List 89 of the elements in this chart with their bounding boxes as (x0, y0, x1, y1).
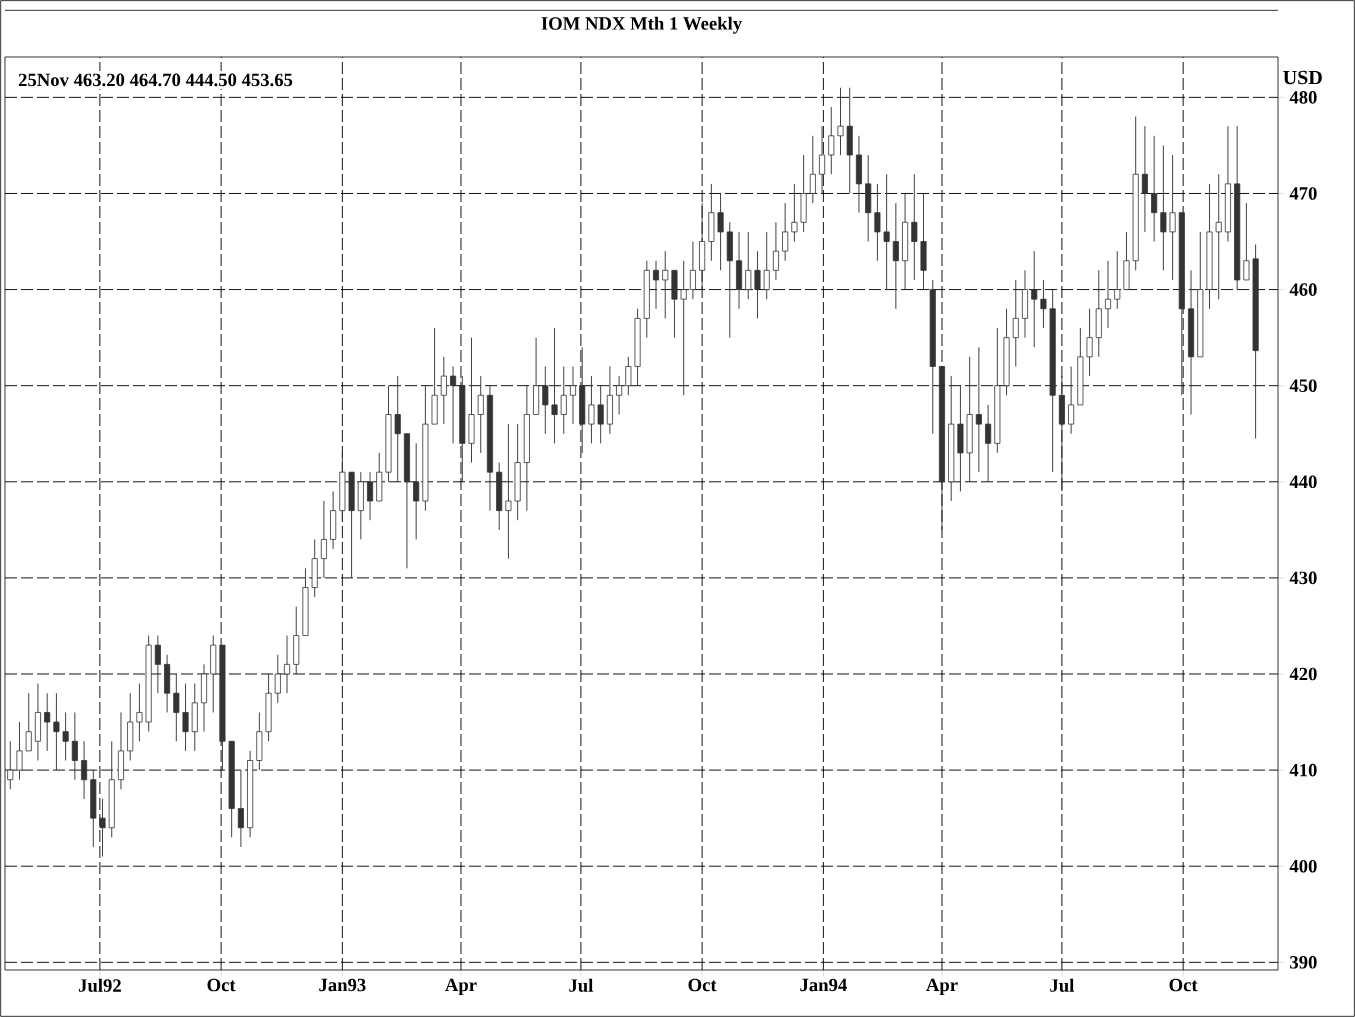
x-tick-label: Oct (1169, 978, 1198, 992)
x-tick-label: Jul (1050, 978, 1075, 992)
candlestick (662, 250, 669, 319)
y-tick-label: 390 (1290, 956, 1317, 969)
candlestick (560, 365, 567, 435)
candlestick (754, 250, 761, 319)
candlestick (173, 673, 180, 742)
y-tick-label: 480 (1289, 91, 1317, 104)
candlestick (1068, 365, 1075, 435)
candlestick (1141, 125, 1148, 233)
y-tick-label: 410 (1289, 763, 1317, 777)
candlestick (367, 471, 374, 521)
candlestick (985, 404, 992, 483)
candlestick (71, 711, 78, 781)
x-tick-label: Apr (445, 978, 477, 996)
candlestick (1215, 173, 1222, 300)
candlestick (551, 327, 558, 444)
y-tick-label: 470 (1289, 187, 1317, 200)
candlestick (413, 442, 420, 540)
y-tick-label: 450 (1289, 379, 1317, 392)
x-tick-label: Jul92 (78, 978, 121, 992)
candlestick (763, 231, 770, 300)
y-tick-label: 400 (1289, 859, 1317, 873)
candlestick (745, 231, 752, 300)
candlestick (25, 692, 32, 752)
y-axis-title: USD (1283, 70, 1322, 85)
candlestick (837, 87, 844, 156)
candlestick (1160, 144, 1167, 271)
candlestick (819, 125, 826, 194)
candlestick (81, 740, 88, 800)
candlestick (828, 106, 835, 175)
candlestick (182, 683, 189, 752)
candlestick (53, 692, 60, 771)
candlestick (569, 365, 577, 425)
x-tick-label: Jan93 (319, 978, 366, 992)
candlestick (44, 692, 51, 752)
x-tick-label: Jul (569, 978, 594, 992)
candlestick (394, 375, 401, 483)
candlestick (616, 375, 623, 415)
candlestick (237, 769, 244, 848)
candlestick (283, 635, 291, 694)
candlestick (911, 173, 918, 281)
chart-title: IOM NDX Mth 1 Weekly (541, 16, 742, 34)
candlestick (874, 183, 881, 262)
candlestick (274, 654, 281, 704)
candlestick (1086, 308, 1093, 377)
candlestick (782, 202, 789, 262)
candlestick (883, 173, 890, 291)
y-tick-label: 420 (1289, 667, 1317, 681)
candlestick (1243, 202, 1250, 281)
candlestick (689, 241, 696, 300)
candlestick (680, 260, 687, 396)
candlestick (652, 260, 660, 310)
candlestick (505, 423, 512, 560)
candlestick (1114, 250, 1121, 310)
annotation: 25Nov 463.20 464.70 444.50 453.65 (18, 73, 293, 87)
candlestick (588, 375, 595, 444)
candlestick (477, 375, 484, 454)
y-tick-label: 430 (1289, 571, 1317, 585)
candlestick (1012, 279, 1019, 367)
candlestick (791, 183, 798, 242)
candlestick (597, 385, 604, 444)
candlestick (154, 635, 161, 694)
candlestick (62, 711, 69, 761)
candlestick (717, 193, 724, 271)
candlestick (7, 740, 14, 790)
candlestick (1169, 154, 1176, 281)
candlestick (1040, 279, 1047, 329)
x-tick-label: Apr (926, 978, 958, 996)
x-tick-label: Jan94 (800, 978, 847, 992)
y-tick-label: 440 (1289, 475, 1317, 489)
candlestick (320, 500, 327, 579)
candlestick (1104, 260, 1112, 329)
candlestick (440, 356, 447, 425)
x-tick-label: Oct (688, 978, 717, 992)
candlestick (975, 346, 982, 473)
candlestick (450, 365, 457, 444)
candlestick (1031, 250, 1038, 348)
candlestick (772, 221, 779, 281)
candlestick (542, 365, 549, 435)
candlestick (16, 721, 23, 781)
y-tick-label: 460 (1289, 283, 1317, 296)
x-tick-label: Oct (207, 978, 236, 992)
candlestick (625, 356, 632, 396)
candlestick (809, 135, 816, 204)
candlestick (136, 683, 143, 742)
candlestick (892, 202, 899, 310)
candlestick (99, 798, 106, 858)
candlestick (1151, 135, 1158, 242)
